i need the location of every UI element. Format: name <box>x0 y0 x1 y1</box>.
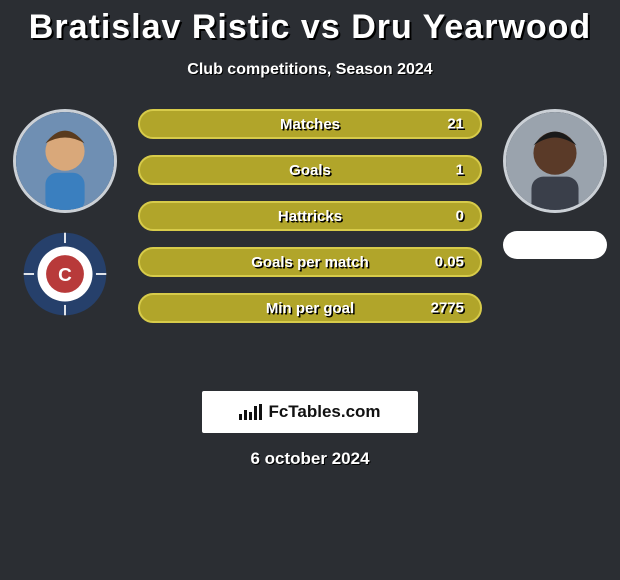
stat-bar-label: Goals per match <box>251 254 369 271</box>
date-text: 6 october 2024 <box>0 449 620 469</box>
stat-bar-label: Matches <box>280 116 340 133</box>
stat-bars: Matches 21 Goals 1 Hattricks 0 Goals per match… <box>138 109 482 323</box>
stat-bar-value: 1 <box>456 162 464 179</box>
comparison-stage: C Matches 21 Goals 1 Hattricks 0 Goals per mat… <box>0 109 620 369</box>
stat-bar-label: Min per goal <box>266 300 354 317</box>
title-player2: Dru Yearwood <box>351 8 591 46</box>
title-player1: Bratislav Ristic <box>29 8 291 46</box>
brand-badge: FcTables.com <box>202 391 418 433</box>
stat-bar: Hattricks 0 <box>138 201 482 231</box>
brand-text: FcTables.com <box>268 402 380 422</box>
stat-bar: Goals 1 <box>138 155 482 185</box>
player1-avatar <box>13 109 117 213</box>
stat-bar: Min per goal 2775 <box>138 293 482 323</box>
page-title: Bratislav Ristic vs Dru Yearwood <box>0 0 620 47</box>
left-column: C <box>6 109 124 317</box>
svg-text:C: C <box>58 265 72 286</box>
stat-bar-value: 0.05 <box>435 254 464 271</box>
title-vs: vs <box>301 8 341 46</box>
stat-bar-value: 2775 <box>431 300 464 317</box>
stat-bar: Goals per match 0.05 <box>138 247 482 277</box>
stat-bar-value: 0 <box>456 208 464 225</box>
stat-bar-label: Goals <box>289 162 331 179</box>
bar-chart-icon <box>239 404 262 420</box>
stat-bar: Matches 21 <box>138 109 482 139</box>
subtitle: Club competitions, Season 2024 <box>0 61 620 79</box>
player1-club-badge: C <box>22 231 108 317</box>
stat-bar-label: Hattricks <box>278 208 342 225</box>
player2-club-badge <box>503 231 607 259</box>
right-column <box>496 109 614 259</box>
player2-avatar <box>503 109 607 213</box>
stat-bar-value: 21 <box>447 116 464 133</box>
